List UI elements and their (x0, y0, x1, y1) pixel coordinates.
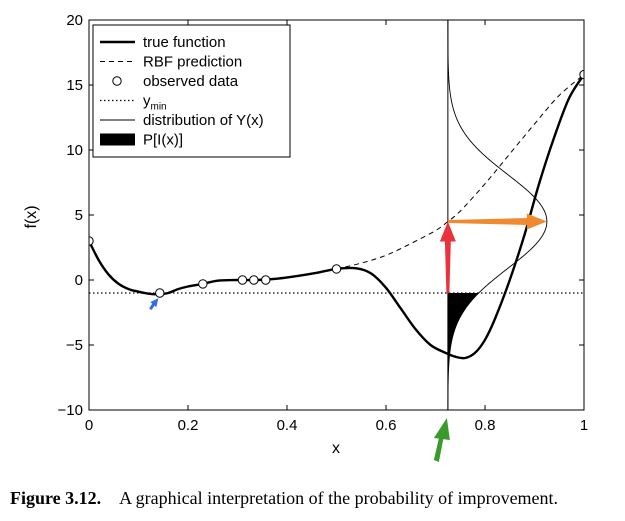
observed-data-point (249, 275, 259, 285)
blue-arrow-head (150, 298, 159, 308)
y-tick-label: 5 (75, 207, 83, 224)
legend-swatch-observed (112, 76, 122, 86)
orange-arrow-head (526, 213, 547, 230)
probability-of-improvement-region (447, 293, 479, 410)
observed-data-point (198, 279, 208, 289)
y-tick-label: 10 (66, 142, 83, 159)
green-arrow-shaft (433, 434, 444, 462)
observed-data-point (331, 264, 342, 274)
y-axis-label: f(x) (23, 205, 40, 228)
caption-text: A graphical interpretation of the probab… (119, 488, 559, 508)
y-tick-label: 15 (66, 77, 83, 94)
caption-label: Figure 3.12. (10, 488, 102, 508)
distribution-curve (447, 20, 548, 410)
orange-arrow-shaft (447, 218, 529, 225)
green-arrow-head (433, 418, 450, 440)
red-arrow-shaft (444, 239, 451, 293)
figure-caption: Figure 3.12. A graphical interpretation o… (10, 488, 620, 509)
x-tick-label: 0.2 (178, 417, 199, 434)
rbf-prediction-line (336, 74, 584, 270)
legend-label: true function (143, 34, 226, 51)
y-tick-label: −10 (58, 402, 83, 419)
y-tick-label: 20 (66, 12, 83, 29)
red-arrow-head (439, 221, 456, 242)
legend-label: distribution of Y(x) (143, 112, 264, 129)
observed-data-point (237, 275, 248, 285)
x-tick-label: 0.8 (475, 417, 496, 434)
x-tick-label: 0.4 (277, 417, 298, 434)
y-tick-label: −5 (66, 337, 83, 354)
legend-label: P[I(x)] (143, 132, 183, 149)
legend: true function RBF prediction observed data… (92, 24, 291, 158)
annotation-arrows (149, 213, 547, 462)
y-tick-label: 0 (75, 272, 83, 289)
observed-data-point (261, 275, 271, 285)
x-axis-label: x (332, 440, 340, 457)
legend-label: RBF prediction (143, 54, 242, 71)
x-tick-label: 0 (85, 417, 93, 434)
legend-swatch-probability (100, 133, 135, 146)
x-tick-label: 0.6 (376, 417, 397, 434)
legend-label-subscript: min (151, 102, 167, 113)
axes: 0 0.2 0.4 0.6 0.8 1 −10 −5 0 5 10 15 20 (58, 12, 589, 434)
plot-area (89, 20, 584, 410)
observed-data-point (155, 288, 165, 298)
x-tick-label: 1 (580, 417, 588, 434)
legend-label: observed data (143, 73, 239, 90)
